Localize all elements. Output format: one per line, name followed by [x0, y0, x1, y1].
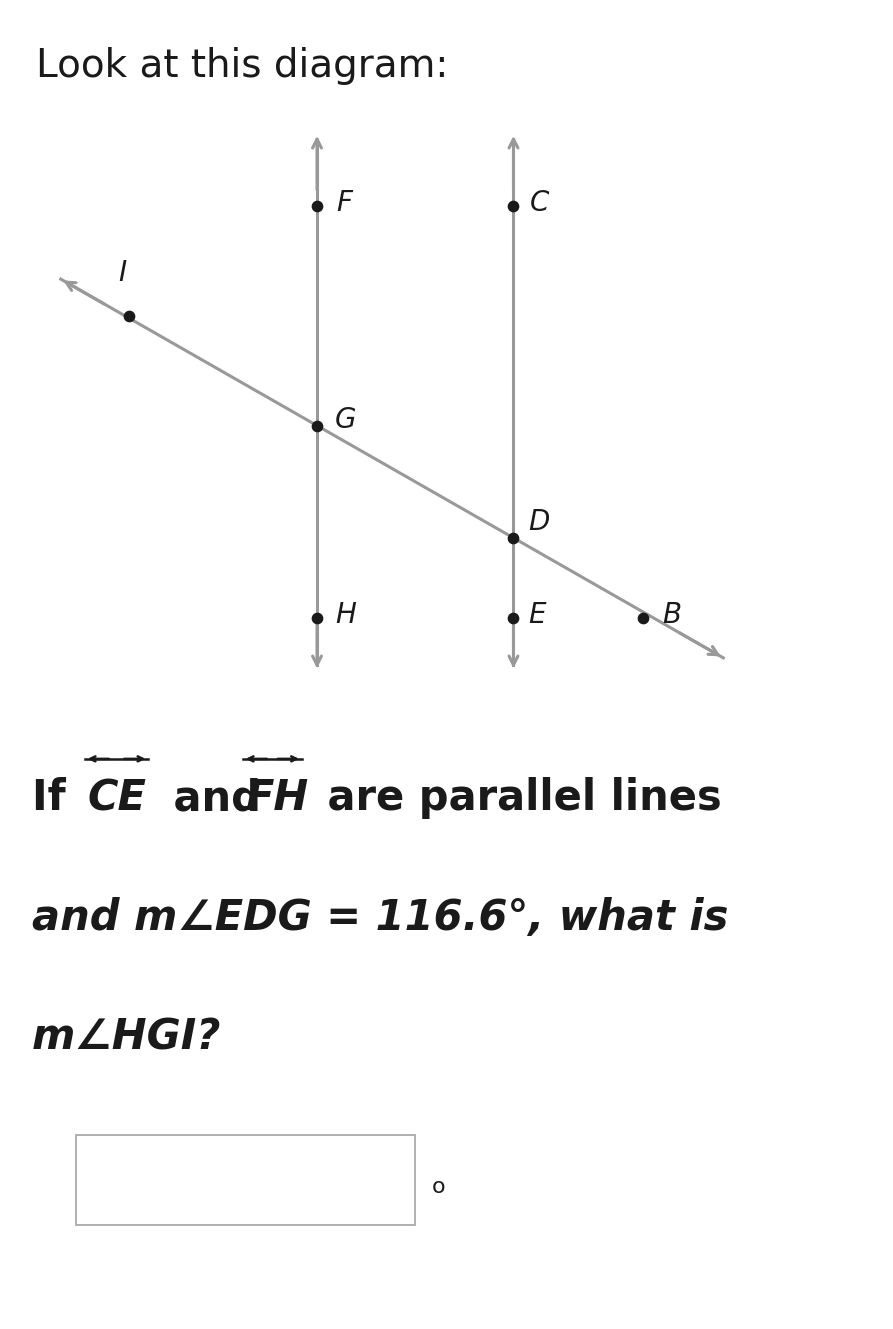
Text: m∠HGI?: m∠HGI? — [32, 1017, 221, 1059]
Text: G: G — [335, 407, 356, 435]
Text: F: F — [337, 189, 353, 218]
Text: are parallel lines: are parallel lines — [313, 777, 722, 820]
Text: CE: CE — [88, 777, 146, 820]
Point — [506, 528, 521, 549]
Point — [506, 607, 521, 629]
Text: D: D — [528, 508, 549, 536]
Text: FH: FH — [246, 777, 309, 820]
Text: and m∠EDG = 116.6°, what is: and m∠EDG = 116.6°, what is — [32, 897, 729, 940]
Text: I: I — [118, 259, 127, 287]
Point — [506, 195, 521, 217]
Text: H: H — [335, 601, 355, 630]
Point — [636, 607, 650, 629]
Text: o: o — [431, 1177, 445, 1197]
Text: Look at this diagram:: Look at this diagram: — [36, 47, 448, 85]
Point — [310, 195, 324, 217]
Point — [122, 306, 137, 327]
Text: If: If — [32, 777, 80, 820]
Text: E: E — [528, 601, 546, 630]
Text: and: and — [159, 777, 275, 820]
Point — [310, 415, 324, 436]
Point — [310, 607, 324, 629]
Text: C: C — [530, 189, 549, 218]
Text: B: B — [663, 601, 681, 630]
Bar — [76, 1135, 415, 1225]
